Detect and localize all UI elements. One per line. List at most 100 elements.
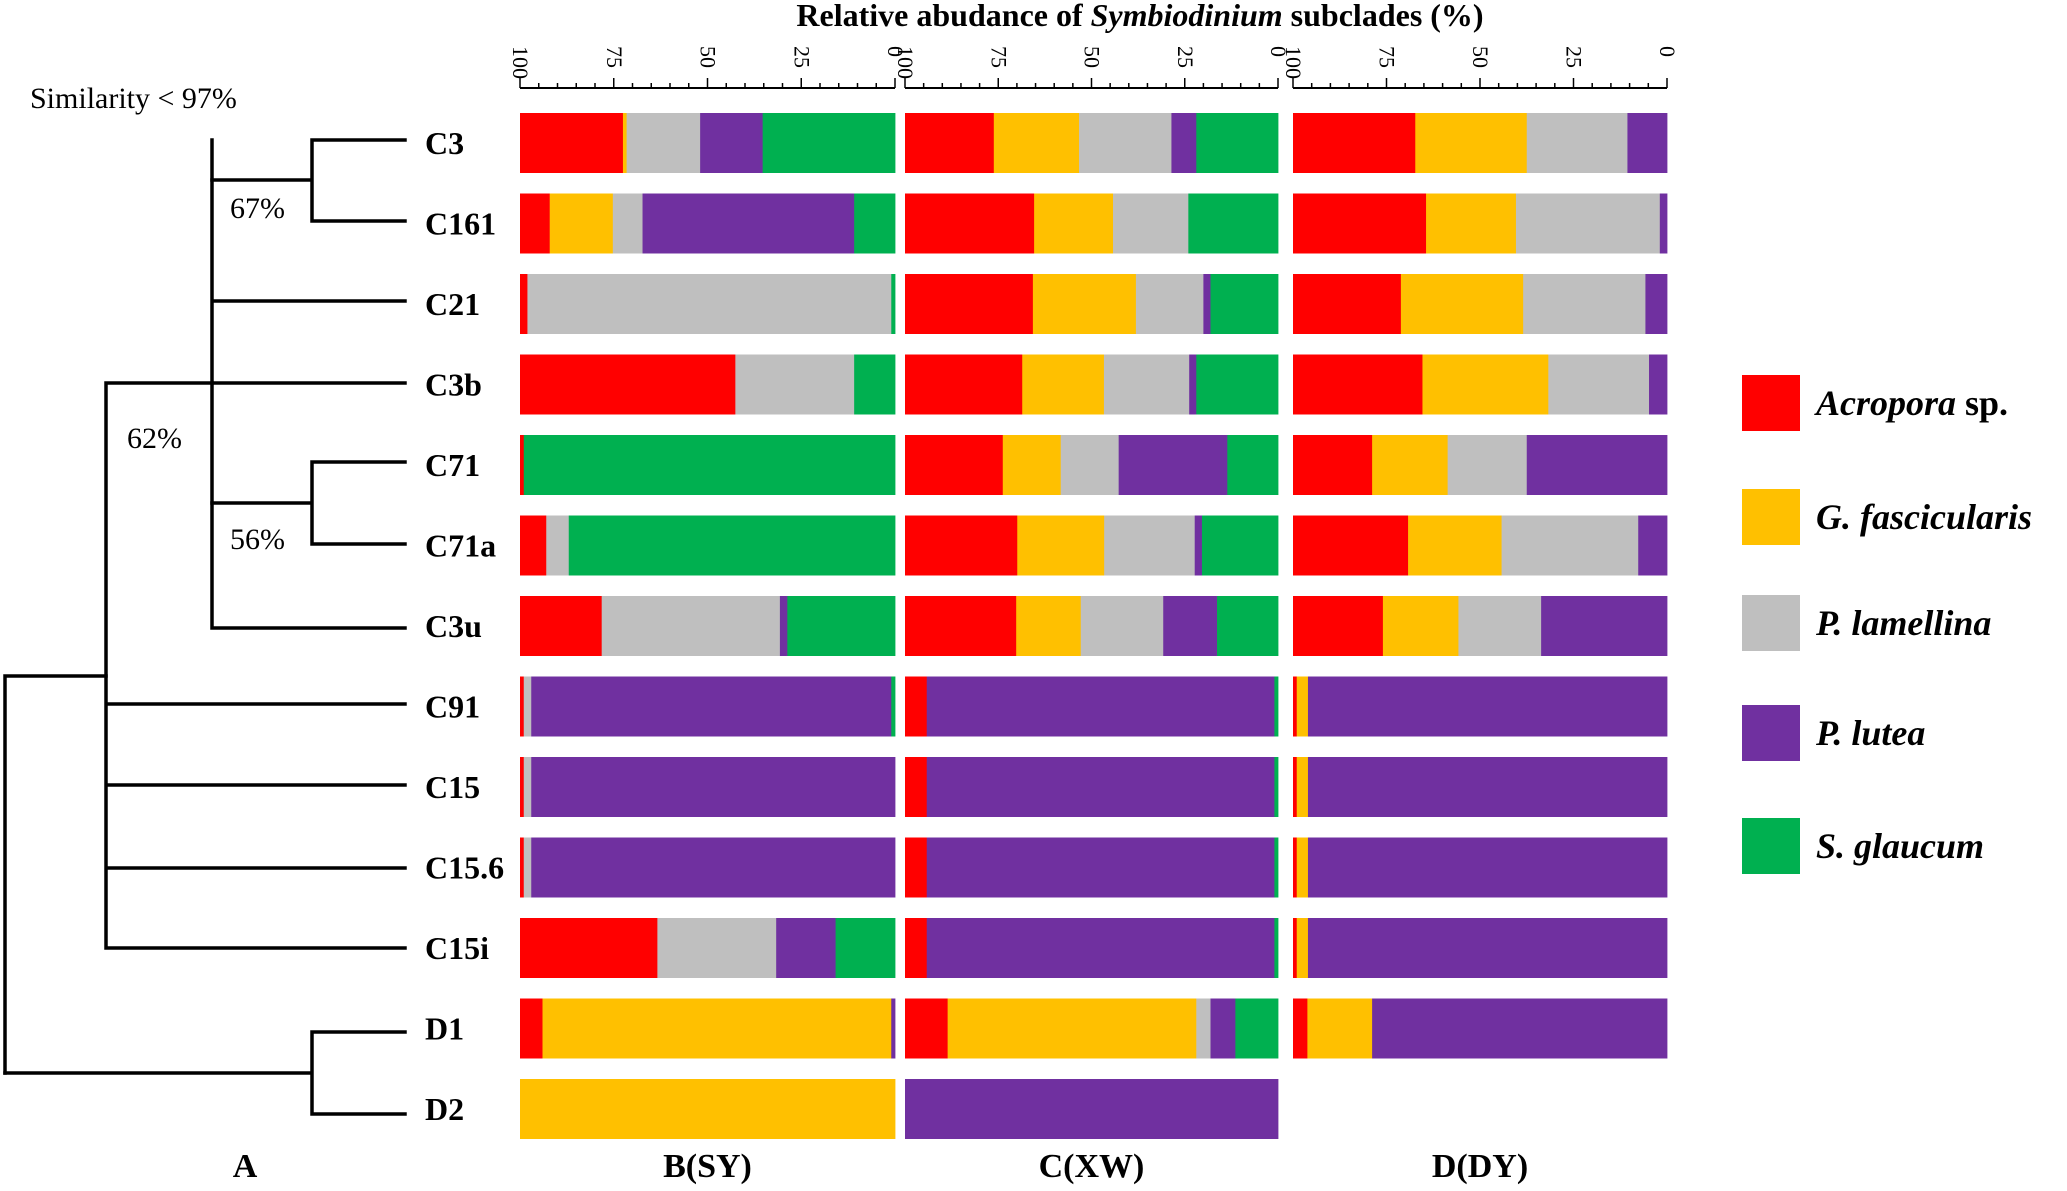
bar-segment-cxw-c91-s0 — [905, 676, 928, 737]
row-label-c3b: C3b — [425, 367, 482, 403]
bar-segment-cxw-c161-s1 — [1034, 193, 1114, 254]
bar-segment-cxw-c3u-s1 — [1016, 596, 1082, 656]
legend-swatch-4 — [1742, 818, 1800, 874]
bar-segment-ddy-c21-s3 — [1645, 274, 1668, 334]
bar-segment-cxw-c3b-s1 — [1022, 354, 1105, 415]
bar-segment-ddy-c91-s3 — [1307, 676, 1668, 737]
node-label-56: 56% — [230, 523, 285, 556]
bar-segment-bsy-c71a-s0 — [520, 515, 547, 576]
bar-segment-cxw-c15-s3 — [926, 757, 1275, 817]
bar-segment-bsy-c91-s2 — [523, 676, 532, 737]
bar-segment-cxw-c71-s0 — [905, 435, 1004, 495]
bar-segment-cxw-c91-s4 — [1274, 676, 1279, 737]
legend-label-4: S. glaucum — [1816, 826, 1984, 866]
row-label-c91: C91 — [425, 689, 480, 725]
bar-segment-cxw-c21-s0 — [905, 274, 1034, 334]
bar-segment-bsy-c71-s4 — [523, 435, 896, 495]
bar-segment-cxw-c71-s3 — [1118, 435, 1228, 495]
bar-segment-cxw-c3-s3 — [1171, 113, 1197, 173]
bar-segment-ddy-c91-s1 — [1296, 676, 1309, 737]
node-label-67: 67% — [230, 192, 285, 225]
bar-segment-bsy-c15i-s0 — [520, 918, 658, 978]
legend-label-0: Acropora sp. — [1814, 383, 2008, 423]
panel-label-ddy: D(DY) — [1432, 1148, 1528, 1185]
bar-segment-bsy-c3b-s0 — [520, 354, 736, 415]
bar-segment-cxw-c15-s0 — [905, 757, 928, 817]
bar-segment-bsy-d2-s1 — [520, 1079, 896, 1139]
bar-segment-bsy-c21-s0 — [520, 274, 528, 334]
bar-segment-cxw-d1-s4 — [1235, 998, 1279, 1059]
tick-label-bsy: 75 — [602, 46, 627, 68]
bar-segment-ddy-c71-s0 — [1293, 435, 1373, 495]
bar-segment-ddy-c3-s0 — [1293, 113, 1416, 173]
dendro-branch-clade-c — [104, 381, 407, 950]
bar-segment-bsy-d1-s0 — [520, 998, 543, 1059]
bars — [520, 113, 1668, 1139]
bar-segment-cxw-c3-s4 — [1196, 113, 1279, 173]
dendro-branch-clade-d — [3, 1030, 407, 1116]
tick-label-bsy: 50 — [696, 46, 721, 68]
legend-swatch-1 — [1742, 489, 1800, 545]
bar-segment-bsy-c3u-s0 — [520, 596, 603, 656]
bar-segment-cxw-c21-s3 — [1203, 274, 1211, 334]
row-label-c15-6: C15.6 — [425, 850, 504, 886]
bar-segment-ddy-c71-s3 — [1526, 435, 1668, 495]
bar-segment-ddy-c91-s0 — [1293, 676, 1298, 737]
row-label-d1: D1 — [425, 1011, 464, 1047]
bar-segment-ddy-c3b-s2 — [1548, 354, 1650, 415]
bar-segment-bsy-c161-s1 — [549, 193, 614, 254]
legend-label-3: P. lutea — [1815, 713, 1925, 753]
bar-segment-cxw-c21-s1 — [1032, 274, 1137, 334]
bar-segment-bsy-c15-s2 — [523, 757, 532, 817]
tick-label-cxw: 0 — [1266, 46, 1291, 57]
bar-segment-cxw-c3b-s3 — [1189, 354, 1197, 415]
tick-label-bsy: 0 — [883, 46, 908, 57]
legend-swatch-0 — [1742, 375, 1800, 431]
bar-segment-ddy-c3u-s3 — [1541, 596, 1668, 656]
bar-segment-ddy-c71a-s1 — [1408, 515, 1502, 576]
bar-segment-ddy-c71a-s0 — [1293, 515, 1409, 576]
bar-segment-bsy-c161-s3 — [642, 193, 855, 254]
bar-segment-cxw-d1-s1 — [947, 998, 1197, 1059]
bar-segment-cxw-c3b-s0 — [905, 354, 1023, 415]
bar-segment-ddy-d1-s3 — [1372, 998, 1668, 1059]
bar-segment-bsy-c15-6-s2 — [523, 837, 532, 898]
bar-segment-bsy-c3u-s2 — [601, 596, 781, 656]
bar-segment-cxw-c71a-s1 — [1017, 515, 1105, 576]
bar-segment-ddy-c15-s1 — [1296, 757, 1309, 817]
chart-title: Relative abudance of Symbiodinium subcla… — [796, 0, 1483, 33]
legend-swatch-2 — [1742, 595, 1800, 651]
bar-segment-bsy-d1-s1 — [542, 998, 892, 1059]
bar-segment-cxw-c15-6-s4 — [1274, 837, 1279, 898]
bar-segment-ddy-c15-6-s1 — [1296, 837, 1309, 898]
legend-swatch-3 — [1742, 705, 1800, 761]
panel-label-bsy: B(SY) — [663, 1148, 752, 1185]
bar-segment-cxw-c15-6-s0 — [905, 837, 928, 898]
tick-label-ddy: 25 — [1562, 46, 1587, 68]
bar-segment-cxw-c161-s2 — [1113, 193, 1189, 254]
bar-segment-cxw-c15i-s4 — [1274, 918, 1279, 978]
bar-segment-bsy-c3-s0 — [520, 113, 624, 173]
bar-segment-ddy-c3-s2 — [1526, 113, 1628, 173]
bar-segment-bsy-c15i-s4 — [835, 918, 896, 978]
bar-segment-cxw-c3b-s4 — [1196, 354, 1279, 415]
bar-segment-ddy-c71-s1 — [1372, 435, 1449, 495]
bar-segment-ddy-c3-s1 — [1415, 113, 1528, 173]
bar-segment-cxw-c161-s4 — [1188, 193, 1279, 254]
similarity-label: Similarity < 97% — [30, 82, 237, 115]
bar-segment-cxw-c3u-s4 — [1217, 596, 1279, 656]
tick-label-ddy: 50 — [1468, 46, 1493, 68]
bar-segment-bsy-c91-s3 — [531, 676, 892, 737]
bar-segment-ddy-c3b-s1 — [1422, 354, 1549, 415]
bar-segment-bsy-c21-s4 — [891, 274, 896, 334]
node-label-62: 62% — [127, 422, 182, 455]
bar-segment-bsy-c15-s3 — [531, 757, 896, 817]
bar-segment-cxw-c15-s4 — [1274, 757, 1279, 817]
bar-segment-bsy-d1-s3 — [891, 998, 896, 1059]
bar-segment-bsy-c15-6-s0 — [520, 837, 525, 898]
tick-label-cxw: 75 — [986, 46, 1011, 68]
bar-segment-cxw-c3b-s2 — [1103, 354, 1190, 415]
legend: Acropora sp. G. fascicularis P. lamellina P… — [1742, 375, 2032, 874]
bar-segment-cxw-c71-s1 — [1002, 435, 1062, 495]
